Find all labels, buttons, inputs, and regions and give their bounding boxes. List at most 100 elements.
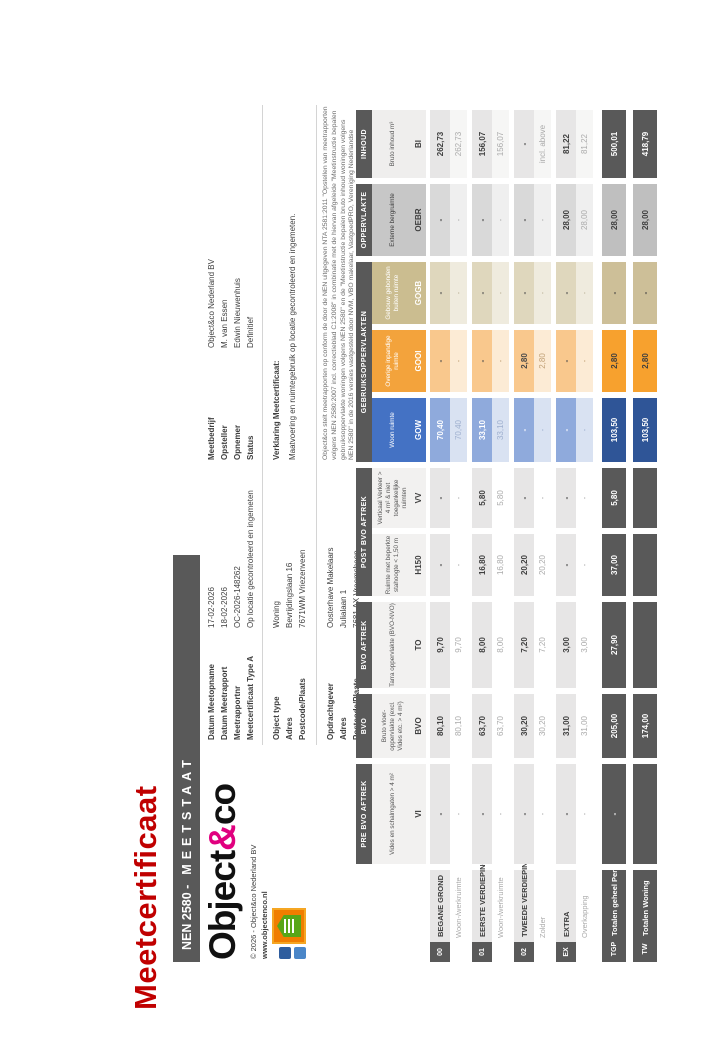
value-cell: 16,80 bbox=[472, 534, 492, 596]
column-header-cell: Externe bergruimte OEBR bbox=[372, 184, 426, 256]
sub-value-cell: 3,00 bbox=[576, 602, 593, 688]
partner-logo-icon bbox=[279, 947, 291, 959]
sub-value-cell: - bbox=[576, 468, 593, 528]
sub-value-cell: - bbox=[576, 764, 593, 864]
sub-value-cell: - bbox=[576, 398, 593, 462]
website-link: www.objectenco.nl bbox=[260, 891, 269, 959]
sub-value-cell: 63,70 bbox=[492, 694, 509, 758]
sub-value-cell: 156,07 bbox=[492, 110, 509, 178]
value-cell: - bbox=[430, 468, 450, 528]
row-label-cell: 01 EERSTE VERDIEPING bbox=[472, 859, 492, 962]
value-cell: - bbox=[472, 184, 492, 256]
total-value-cell: - bbox=[602, 764, 626, 864]
info-value: M. van Essen bbox=[220, 299, 229, 348]
info-label: Adres bbox=[339, 717, 348, 740]
sub-value-cell: - bbox=[450, 468, 467, 528]
total-value-cell: - bbox=[633, 262, 657, 324]
value-cell: - bbox=[514, 468, 534, 528]
value-cell: 20,20 bbox=[514, 534, 534, 596]
row-sub-label-cell: Woon-/werkruimte bbox=[492, 870, 509, 962]
floor-badge: 00 bbox=[430, 942, 450, 962]
sub-value-cell: incl. above bbox=[534, 110, 551, 178]
sub-value-cell: - bbox=[450, 262, 467, 324]
page-title: Meetcertificaat bbox=[128, 785, 163, 1010]
value-cell: - bbox=[556, 330, 576, 392]
nen2580-banner: NEN 2580 - MEETSTAAT bbox=[173, 555, 200, 962]
column-header-cell: Verticaal Verkeer > 4 m² & niet toeganke… bbox=[372, 468, 426, 528]
total-value-cell: 205,00 bbox=[602, 694, 626, 758]
total-value-cell bbox=[633, 468, 657, 528]
column-header-cell: Vides en schalmgaten > 4 m² VI bbox=[372, 764, 426, 864]
value-cell: 31,00 bbox=[556, 694, 576, 758]
row-label-cell: 02 TWEEDE VERDIEPING bbox=[514, 857, 534, 962]
total-value-cell: 2,80 bbox=[602, 330, 626, 392]
column-code: OEBR bbox=[414, 208, 423, 232]
sub-value-cell: - bbox=[576, 534, 593, 596]
total-value-cell bbox=[633, 534, 657, 596]
value-cell: - bbox=[514, 262, 534, 324]
floor-name: BEGANE GROND bbox=[435, 874, 445, 937]
column-header-cell: Woon ruimte GOW bbox=[372, 398, 426, 462]
column-desc: Tarra oppervlakte (BVO-NVO) bbox=[389, 603, 397, 687]
value-cell: - bbox=[556, 764, 576, 864]
column-code: H150 bbox=[414, 555, 423, 575]
info-label: Status bbox=[246, 435, 255, 460]
group-header-cell: OPPERVLAKTE bbox=[356, 184, 372, 256]
value-cell: - bbox=[556, 468, 576, 528]
info-label: Datum Meetopname bbox=[207, 663, 216, 740]
info-label: Adres bbox=[285, 717, 294, 740]
info-label: Meetcertificaat Type A bbox=[246, 655, 255, 740]
meta-block-object: Object type Woning Adres Bevrijdingslaan 1… bbox=[270, 550, 309, 740]
total-value-cell: 418,79 bbox=[633, 110, 657, 178]
total-value-cell: 5,80 bbox=[602, 468, 626, 528]
column-desc: Woon ruimte bbox=[389, 412, 397, 448]
verklaring-text: Maatvoering en ruimtegebruik op locatie … bbox=[288, 213, 297, 460]
sub-value-cell: - bbox=[534, 468, 551, 528]
column-desc: Vides en schalmgaten > 4 m² bbox=[389, 773, 397, 855]
value-cell: 80,10 bbox=[430, 694, 450, 758]
meta-block-company: Meetbedrijf Object&co Nederland BV Opstel… bbox=[205, 259, 257, 460]
column-code: GOOI bbox=[414, 350, 423, 372]
sub-value-cell: - bbox=[576, 330, 593, 392]
total-value-cell: 28,00 bbox=[633, 184, 657, 256]
info-value: Woning bbox=[272, 601, 281, 628]
sub-value-cell: 262,73 bbox=[450, 110, 467, 178]
value-cell: 156,07 bbox=[472, 110, 492, 178]
column-header-cell: Bruto inhoud m³ BI bbox=[372, 110, 426, 178]
info-label: Opdrachtgever bbox=[326, 683, 335, 740]
value-cell: - bbox=[556, 398, 576, 462]
sub-value-cell: 9,70 bbox=[450, 602, 467, 688]
sub-value-cell: 8,00 bbox=[492, 602, 509, 688]
value-cell: - bbox=[430, 534, 450, 596]
column-desc: Bruto vloer-oppervlakte (excl. Vides etc… bbox=[381, 701, 404, 751]
value-cell: - bbox=[514, 398, 534, 462]
logo-ampersand: & bbox=[202, 825, 243, 851]
sub-value-cell: 28,00 bbox=[576, 184, 593, 256]
sub-value-cell: - bbox=[534, 764, 551, 864]
sub-value-cell: - bbox=[450, 184, 467, 256]
certification-badge bbox=[272, 893, 306, 959]
total-badge: TGP bbox=[610, 941, 618, 957]
row-sub-label-cell: Zolder bbox=[534, 870, 551, 962]
value-cell: 5,80 bbox=[472, 468, 492, 528]
group-header-cell: PRE BVO AFTREK bbox=[356, 764, 372, 864]
group-header-cell: BVO bbox=[356, 694, 372, 758]
info-value: Op locatie gecontroleerd en ingemeten bbox=[246, 490, 255, 628]
nen-keurmerk-icon bbox=[272, 908, 306, 944]
column-code: GOW bbox=[414, 420, 423, 440]
sub-value-cell: - bbox=[534, 398, 551, 462]
column-header-cell: Tarra oppervlakte (BVO-NVO) TO bbox=[372, 602, 426, 688]
partner-logos bbox=[279, 947, 306, 959]
group-header-cell: INHOUD bbox=[356, 110, 372, 178]
total-value-cell: 27,90 bbox=[602, 602, 626, 688]
floor-name: TWEEDE VERDIEPING bbox=[519, 856, 529, 937]
info-label: Postcode/Plaats bbox=[298, 678, 307, 740]
value-cell: 30,20 bbox=[514, 694, 534, 758]
logo-text: Object bbox=[202, 850, 243, 960]
value-cell: - bbox=[472, 330, 492, 392]
info-label: Object type bbox=[272, 696, 281, 740]
sub-value-cell: 70,40 bbox=[450, 398, 467, 462]
value-cell: 7,20 bbox=[514, 602, 534, 688]
objectco-logo: Object&co bbox=[202, 784, 244, 960]
